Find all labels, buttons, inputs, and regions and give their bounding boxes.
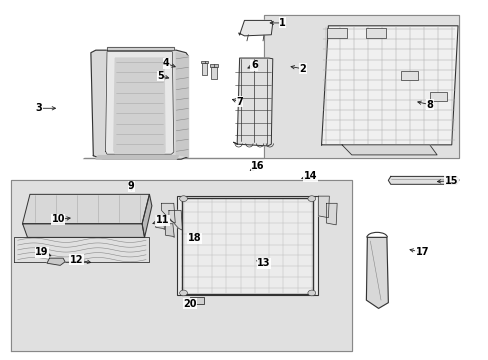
Bar (210, 64, 218, 67)
Text: 7: 7 (236, 97, 243, 107)
Text: 5: 5 (157, 71, 163, 81)
Circle shape (179, 196, 187, 202)
Text: 12: 12 (69, 255, 83, 265)
Text: 6: 6 (250, 60, 257, 70)
Bar (177, 196, 317, 296)
Bar (327, 28, 346, 39)
Polygon shape (318, 196, 329, 218)
Text: 8: 8 (426, 100, 432, 110)
Polygon shape (107, 47, 173, 50)
Bar (200, 60, 208, 63)
Text: 1: 1 (279, 18, 285, 28)
Text: 9: 9 (128, 181, 135, 192)
Polygon shape (22, 194, 149, 224)
Text: 20: 20 (183, 299, 196, 309)
Polygon shape (341, 145, 436, 155)
Polygon shape (326, 203, 336, 225)
Polygon shape (22, 224, 144, 237)
Bar (201, 63, 207, 75)
Text: 2: 2 (299, 64, 306, 74)
Polygon shape (82, 15, 205, 158)
Text: 15: 15 (444, 176, 458, 186)
Polygon shape (387, 176, 458, 184)
Polygon shape (82, 15, 458, 158)
Bar (400, 71, 417, 80)
Polygon shape (168, 211, 182, 230)
Bar (189, 297, 203, 304)
Polygon shape (14, 237, 149, 262)
Polygon shape (114, 58, 164, 153)
Polygon shape (238, 21, 272, 36)
Text: 16: 16 (251, 161, 264, 171)
Polygon shape (165, 224, 174, 237)
Text: 10: 10 (51, 215, 65, 224)
Polygon shape (96, 156, 178, 159)
Bar (429, 92, 446, 101)
Text: 14: 14 (303, 171, 316, 181)
Circle shape (307, 290, 315, 296)
Polygon shape (11, 180, 351, 351)
Circle shape (179, 290, 187, 296)
Polygon shape (47, 258, 65, 265)
Polygon shape (142, 194, 152, 237)
Text: 19: 19 (35, 247, 49, 257)
Text: 13: 13 (257, 258, 270, 268)
Text: 3: 3 (35, 103, 42, 113)
Circle shape (307, 196, 315, 202)
Polygon shape (176, 53, 188, 157)
Polygon shape (156, 216, 164, 229)
Bar (211, 67, 217, 78)
Text: 11: 11 (156, 215, 169, 225)
Text: 4: 4 (163, 58, 169, 68)
Polygon shape (105, 51, 173, 154)
Polygon shape (233, 58, 272, 146)
Text: 17: 17 (415, 247, 428, 257)
Polygon shape (366, 237, 387, 309)
Polygon shape (161, 203, 175, 223)
Text: 18: 18 (187, 233, 201, 243)
Bar (366, 28, 385, 39)
Polygon shape (91, 50, 188, 159)
Polygon shape (321, 26, 457, 145)
